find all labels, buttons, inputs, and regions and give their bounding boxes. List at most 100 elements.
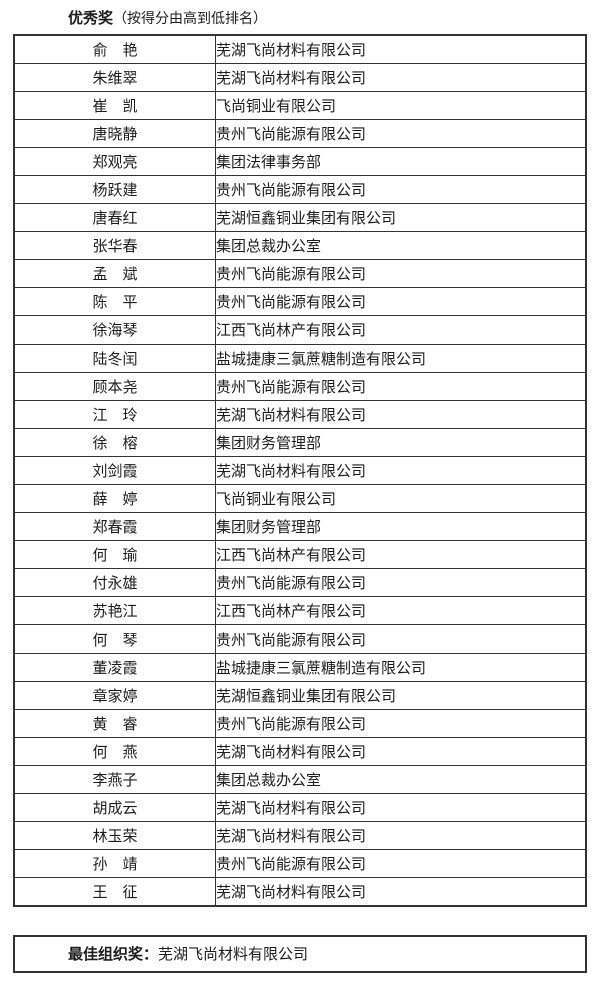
winner-organization-cell: 盐城捷康三氯蔗糖制造有限公司: [215, 652, 587, 682]
winner-organization-cell: 芜湖飞尚材料有限公司: [215, 821, 587, 851]
winner-name-cell: 李燕子: [13, 764, 216, 795]
page-title: 优秀奖（按得分由高到低排名）: [68, 9, 600, 30]
winner-name-cell: 刘剑霞: [13, 455, 216, 486]
winner-name-cell: 董凌霞: [13, 652, 216, 682]
table-row: 陆冬闰 盐城捷康三氯蔗糖制造有限公司: [13, 343, 587, 373]
winner-organization-cell: 芜湖飞尚材料有限公司: [215, 399, 587, 429]
winner-name-cell: 黄 睿: [13, 708, 216, 738]
winner-name-cell: 朱维翠: [13, 62, 216, 92]
table-row: 胡成云 芜湖飞尚材料有限公司: [13, 793, 587, 823]
table-row: 何 瑜江西飞尚林产有限公司: [13, 540, 587, 570]
winner-organization-cell: 芜湖飞尚材料有限公司: [215, 877, 587, 907]
winner-name-cell: 陈 平: [13, 287, 216, 317]
winner-name-cell: 顾本尧: [13, 371, 216, 401]
winner-organization-cell: 集团法律事务部: [215, 146, 587, 176]
winner-organization-cell: 集团财务管理部: [215, 427, 587, 457]
winner-name-cell: 胡成云: [13, 793, 216, 823]
winner-organization-cell: 芜湖飞尚材料有限公司: [215, 793, 587, 823]
winner-name-cell: 陆冬闰: [13, 343, 216, 373]
winner-name-cell: 江 玲: [13, 399, 216, 429]
winner-name-cell: 何 燕: [13, 736, 216, 766]
table-row: 何 燕芜湖飞尚材料有限公司: [13, 736, 587, 766]
winner-organization-cell: 芜湖飞尚材料有限公司: [215, 455, 587, 486]
table-row: 苏艳江 江西飞尚林产有限公司: [13, 596, 587, 626]
winner-organization-cell: 飞尚铜业有限公司: [215, 483, 587, 514]
table-row: 黄 睿贵州飞尚能源有限公司: [13, 708, 587, 738]
winner-name-cell: 唐晓静: [13, 118, 216, 148]
table-row: 董凌霞 盐城捷康三氯蔗糖制造有限公司: [13, 652, 587, 682]
table-row: 孙 靖贵州飞尚能源有限公司: [13, 849, 587, 879]
table-row: 刘剑霞 芜湖飞尚材料有限公司: [13, 455, 587, 486]
winner-organization-cell: 贵州飞尚能源有限公司: [215, 624, 587, 654]
table-row: 崔 凯飞尚铜业有限公司: [13, 90, 587, 120]
table-row: 陈 平贵州飞尚能源有限公司: [13, 287, 587, 317]
best-organization-award-box: 最佳组织奖： 芜湖飞尚材料有限公司: [13, 934, 587, 973]
table-row: 俞 艳芜湖飞尚材料有限公司: [13, 34, 587, 64]
table-row: 唐晓静 贵州飞尚能源有限公司: [13, 118, 587, 148]
winner-organization-cell: 集团总裁办公室: [215, 764, 587, 795]
winner-name-cell: 张华春: [13, 231, 216, 261]
winner-organization-cell: 贵州飞尚能源有限公司: [215, 849, 587, 879]
table-row: 郑春霞 集团财务管理部: [13, 512, 587, 542]
winner-organization-cell: 贵州飞尚能源有限公司: [215, 568, 587, 598]
winner-organization-cell: 贵州飞尚能源有限公司: [215, 371, 587, 401]
table-row: 章家婷 芜湖恒鑫铜业集团有限公司: [13, 680, 587, 710]
award-title-note: （按得分由高到低排名）: [113, 12, 268, 27]
award-title: 优秀奖: [68, 11, 114, 27]
table-row: 薛 婷飞尚铜业有限公司: [13, 483, 587, 514]
winner-name-cell: 付永雄: [13, 568, 216, 598]
table-row: 孟 斌贵州飞尚能源有限公司: [13, 259, 587, 289]
winner-name-cell: 苏艳江: [13, 596, 216, 626]
winner-organization-cell: 江西飞尚林产有限公司: [215, 596, 587, 626]
table-row: 顾本尧 贵州飞尚能源有限公司: [13, 371, 587, 401]
winner-name-cell: 王 征: [13, 877, 216, 907]
winner-name-cell: 何 琴: [13, 624, 216, 654]
best-organization-award-org: 芜湖飞尚材料有限公司: [158, 947, 309, 964]
winner-organization-cell: 芜湖恒鑫铜业集团有限公司: [215, 680, 587, 710]
winner-organization-cell: 芜湖飞尚材料有限公司: [215, 62, 587, 92]
winner-name-cell: 唐春红: [13, 203, 216, 233]
winner-organization-cell: 飞尚铜业有限公司: [215, 90, 587, 120]
winner-name-cell: 崔 凯: [13, 90, 216, 120]
table-row: 唐春红 芜湖恒鑫铜业集团有限公司: [13, 203, 587, 233]
winner-organization-cell: 江西飞尚林产有限公司: [215, 540, 587, 570]
winner-name-cell: 孟 斌: [13, 259, 216, 289]
table-row: 李燕子 集团总裁办公室: [13, 764, 587, 795]
table-row: 何 琴贵州飞尚能源有限公司: [13, 624, 587, 654]
winner-organization-cell: 贵州飞尚能源有限公司: [215, 287, 587, 317]
winner-name-cell: 章家婷: [13, 680, 216, 710]
table-row: 朱维翠 芜湖飞尚材料有限公司: [13, 62, 587, 92]
winner-name-cell: 徐海琴: [13, 315, 216, 345]
winner-name-cell: 徐 榕: [13, 427, 216, 457]
winner-organization-cell: 芜湖飞尚材料有限公司: [215, 34, 587, 64]
table-row: 江 玲芜湖飞尚材料有限公司: [13, 399, 587, 429]
winner-name-cell: 杨跃建: [13, 174, 216, 205]
winner-organization-cell: 贵州飞尚能源有限公司: [215, 708, 587, 738]
winner-organization-cell: 芜湖恒鑫铜业集团有限公司: [215, 203, 587, 233]
table-row: 杨跃建 贵州飞尚能源有限公司: [13, 174, 587, 205]
winner-organization-cell: 贵州飞尚能源有限公司: [215, 118, 587, 148]
table-row: 付永雄 贵州飞尚能源有限公司: [13, 568, 587, 598]
winner-organization-cell: 贵州飞尚能源有限公司: [215, 174, 587, 205]
winner-organization-cell: 集团财务管理部: [215, 512, 587, 542]
winner-organization-cell: 盐城捷康三氯蔗糖制造有限公司: [215, 343, 587, 373]
award-table-body: 俞 艳芜湖飞尚材料有限公司 朱维翠 芜湖飞尚材料有限公司崔 凯飞尚铜业有限公司 唐晓静…: [13, 34, 587, 907]
winner-name-cell: 林玉荣: [13, 821, 216, 851]
table-row: 徐海琴 江西飞尚林产有限公司: [13, 315, 587, 345]
table-row: 林玉荣 芜湖飞尚材料有限公司: [13, 821, 587, 851]
table-row: 徐 榕集团财务管理部: [13, 427, 587, 457]
winner-name-cell: 薛 婷: [13, 483, 216, 514]
winner-name-cell: 郑观亮: [13, 146, 216, 176]
table-row: 郑观亮 集团法律事务部: [13, 146, 587, 176]
winner-name-cell: 郑春霞: [13, 512, 216, 542]
best-organization-award-label: 最佳组织奖：: [68, 947, 159, 964]
winner-organization-cell: 贵州飞尚能源有限公司: [215, 259, 587, 289]
winner-name-cell: 何 瑜: [13, 540, 216, 570]
winner-organization-cell: 芜湖飞尚材料有限公司: [215, 736, 587, 766]
winner-organization-cell: 江西飞尚林产有限公司: [215, 315, 587, 345]
winner-organization-cell: 集团总裁办公室: [215, 231, 587, 261]
winner-name-cell: 俞 艳: [13, 34, 216, 64]
excellence-award-table: 俞 艳芜湖飞尚材料有限公司 朱维翠 芜湖飞尚材料有限公司崔 凯飞尚铜业有限公司 唐晓静…: [13, 34, 587, 907]
table-row: 王 征芜湖飞尚材料有限公司: [13, 877, 587, 907]
winner-name-cell: 孙 靖: [13, 849, 216, 879]
